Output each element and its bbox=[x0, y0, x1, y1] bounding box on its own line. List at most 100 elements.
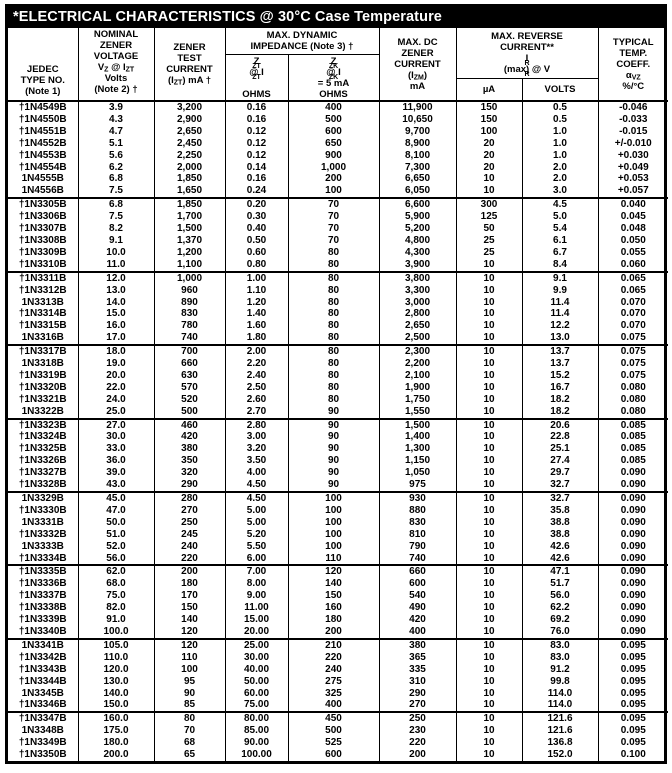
cell-izm: 2,300 bbox=[378, 344, 457, 359]
row-group: †1N3323B 27.0 460 2.80 90 1,500 10 20.6 0.085 †1N… bbox=[8, 417, 668, 492]
cell-type: †1N3311B bbox=[8, 270, 79, 285]
table-row: †1N3306B 7.5 1,700 0.30 70 5,900 125 5.0 0.045 bbox=[8, 211, 668, 224]
cell-vr_volts: 1.0 bbox=[521, 125, 599, 138]
cell-vz: 25.0 bbox=[77, 405, 155, 419]
cell-type: †1N3335B bbox=[8, 564, 79, 579]
table-row: 1N3316B 17.0 740 1.80 80 2,500 10 13.0 0.075 bbox=[8, 332, 668, 346]
cell-zzk: 240 bbox=[287, 663, 380, 676]
cell-vr_volts: 13.0 bbox=[521, 332, 599, 346]
cell-vr_volts: 51.7 bbox=[521, 578, 599, 591]
cell-izm: 6,050 bbox=[378, 185, 457, 199]
cell-vz: 7.5 bbox=[77, 211, 155, 224]
cell-temp_coeff: 0.060 bbox=[597, 258, 668, 272]
cell-zzt: 9.00 bbox=[224, 590, 289, 603]
cell-vz: 16.0 bbox=[77, 320, 155, 333]
cell-temp_coeff: 0.095 bbox=[597, 651, 668, 664]
cell-vr_volts: 114.0 bbox=[521, 687, 599, 700]
cell-type: †1N3326B bbox=[8, 455, 79, 468]
cell-ir_ua: 10 bbox=[455, 173, 523, 186]
table-row: 1N3331B 50.0 250 5.00 100 830 10 38.8 0.090 bbox=[8, 516, 668, 529]
cell-type: 1N3348B bbox=[8, 725, 79, 738]
cell-zzk: 210 bbox=[287, 637, 380, 652]
cell-vz: 30.0 bbox=[77, 431, 155, 444]
cell-temp_coeff: 0.095 bbox=[597, 637, 668, 652]
cell-vr_volts: 42.6 bbox=[521, 552, 599, 566]
cell-vr_volts: 121.6 bbox=[521, 711, 599, 726]
col-header-max-dynamic-impedance: MAX. DYNAMIC IMPEDANCE (Note 3) † Z ZT @ I… bbox=[224, 28, 380, 102]
cell-ir_ua: 10 bbox=[455, 443, 523, 456]
table-row: †1N3323B 27.0 460 2.80 90 1,500 10 20.6 0.085 bbox=[8, 417, 668, 432]
cell-type: 1N3318B bbox=[8, 358, 79, 370]
table-row: †1N3343B 120.0 100 40.00 240 335 10 91.2 0.095 bbox=[8, 663, 668, 676]
cell-izm: 400 bbox=[378, 625, 457, 639]
cell-type: †1N3320B bbox=[8, 381, 79, 394]
cell-zzt: 25.00 bbox=[224, 637, 289, 652]
table-row: †1N3335B 62.0 200 7.00 120 660 10 47.1 0.090 bbox=[8, 564, 668, 579]
cell-temp_coeff: +0.057 bbox=[597, 185, 668, 199]
cell-temp_coeff: 0.075 bbox=[597, 344, 668, 359]
cell-ir_ua: 10 bbox=[455, 675, 523, 688]
cell-izm: 5,900 bbox=[378, 211, 457, 224]
cell-zzk: 80 bbox=[287, 332, 380, 346]
cell-zzt: 8.00 bbox=[224, 578, 289, 591]
cell-vr_volts: 27.4 bbox=[521, 455, 599, 468]
cell-zzt: 4.00 bbox=[224, 467, 289, 480]
cell-temp_coeff: +0.053 bbox=[597, 173, 668, 186]
cell-vr_volts: 22.8 bbox=[521, 431, 599, 444]
cell-zzk: 200 bbox=[287, 625, 380, 639]
cell-vz: 6.8 bbox=[77, 173, 155, 186]
col-header-microamps: µA bbox=[457, 79, 523, 100]
cell-vr_volts: 83.0 bbox=[521, 637, 599, 652]
cell-zzk: 70 bbox=[287, 234, 380, 247]
cell-vz: 11.0 bbox=[77, 258, 155, 272]
datasheet-page: *ELECTRICAL CHARACTERISTICS @ 30°C Case … bbox=[5, 4, 668, 764]
cell-type: 1N3341B bbox=[8, 637, 79, 652]
cell-vr_volts: 0.5 bbox=[521, 113, 599, 126]
cell-temp_coeff: 0.085 bbox=[597, 455, 668, 468]
cell-ir_ua: 10 bbox=[455, 491, 523, 505]
cell-ir_ua: 10 bbox=[455, 737, 523, 750]
cell-temp_coeff: 0.080 bbox=[597, 381, 668, 394]
cell-zzt: 4.50 bbox=[224, 491, 289, 505]
cell-izt: 68 bbox=[153, 737, 226, 750]
cell-zzt: 20.00 bbox=[224, 625, 289, 639]
cell-type: †1N3334B bbox=[8, 552, 79, 566]
cell-vz: 43.0 bbox=[77, 479, 155, 492]
row-group: 1N3329B 45.0 280 4.50 100 930 10 32.7 0.090 †1N33… bbox=[8, 491, 668, 566]
cell-izm: 380 bbox=[378, 637, 457, 652]
cell-type: †1N3317B bbox=[8, 344, 79, 359]
cell-ir_ua: 150 bbox=[455, 113, 523, 126]
cell-zzk: 100 bbox=[287, 516, 380, 529]
cell-vr_volts: 20.6 bbox=[521, 417, 599, 432]
cell-ir_ua: 20 bbox=[455, 137, 523, 150]
cell-vz: 20.0 bbox=[77, 369, 155, 382]
cell-izm: 6,600 bbox=[378, 197, 457, 212]
cell-vz: 75.0 bbox=[77, 590, 155, 603]
cell-vz: 9.1 bbox=[77, 234, 155, 247]
cell-izt: 1,200 bbox=[153, 246, 226, 259]
cell-vz: 52.0 bbox=[77, 540, 155, 553]
cell-izm: 1,300 bbox=[378, 443, 457, 456]
cell-izm: 975 bbox=[378, 479, 457, 492]
cell-ir_ua: 10 bbox=[455, 699, 523, 713]
cell-zzk: 400 bbox=[287, 699, 380, 713]
cell-zzt: 0.40 bbox=[224, 223, 289, 235]
cell-zzk: 100 bbox=[287, 540, 380, 553]
cell-ir_ua: 10 bbox=[455, 749, 523, 761]
cell-type: †1N4549B bbox=[8, 101, 79, 114]
cell-temp_coeff: 0.080 bbox=[597, 405, 668, 419]
cell-temp_coeff: 0.090 bbox=[597, 614, 668, 626]
cell-temp_coeff: 0.065 bbox=[597, 270, 668, 285]
col-header-jedec-type-no: JEDEC TYPE NO. (Note 1) bbox=[8, 28, 79, 102]
cell-ir_ua: 10 bbox=[455, 258, 523, 272]
cell-zzt: 2.40 bbox=[224, 369, 289, 382]
cell-izt: 890 bbox=[153, 296, 226, 309]
cell-zzk: 900 bbox=[287, 149, 380, 162]
cell-izt: 700 bbox=[153, 344, 226, 359]
cell-izm: 420 bbox=[378, 614, 457, 626]
cell-temp_coeff: 0.050 bbox=[597, 234, 668, 247]
cell-zzt: 15.00 bbox=[224, 614, 289, 626]
cell-zzt: 50.00 bbox=[224, 675, 289, 688]
cell-ir_ua: 10 bbox=[455, 320, 523, 333]
cell-vr_volts: 136.8 bbox=[521, 737, 599, 750]
